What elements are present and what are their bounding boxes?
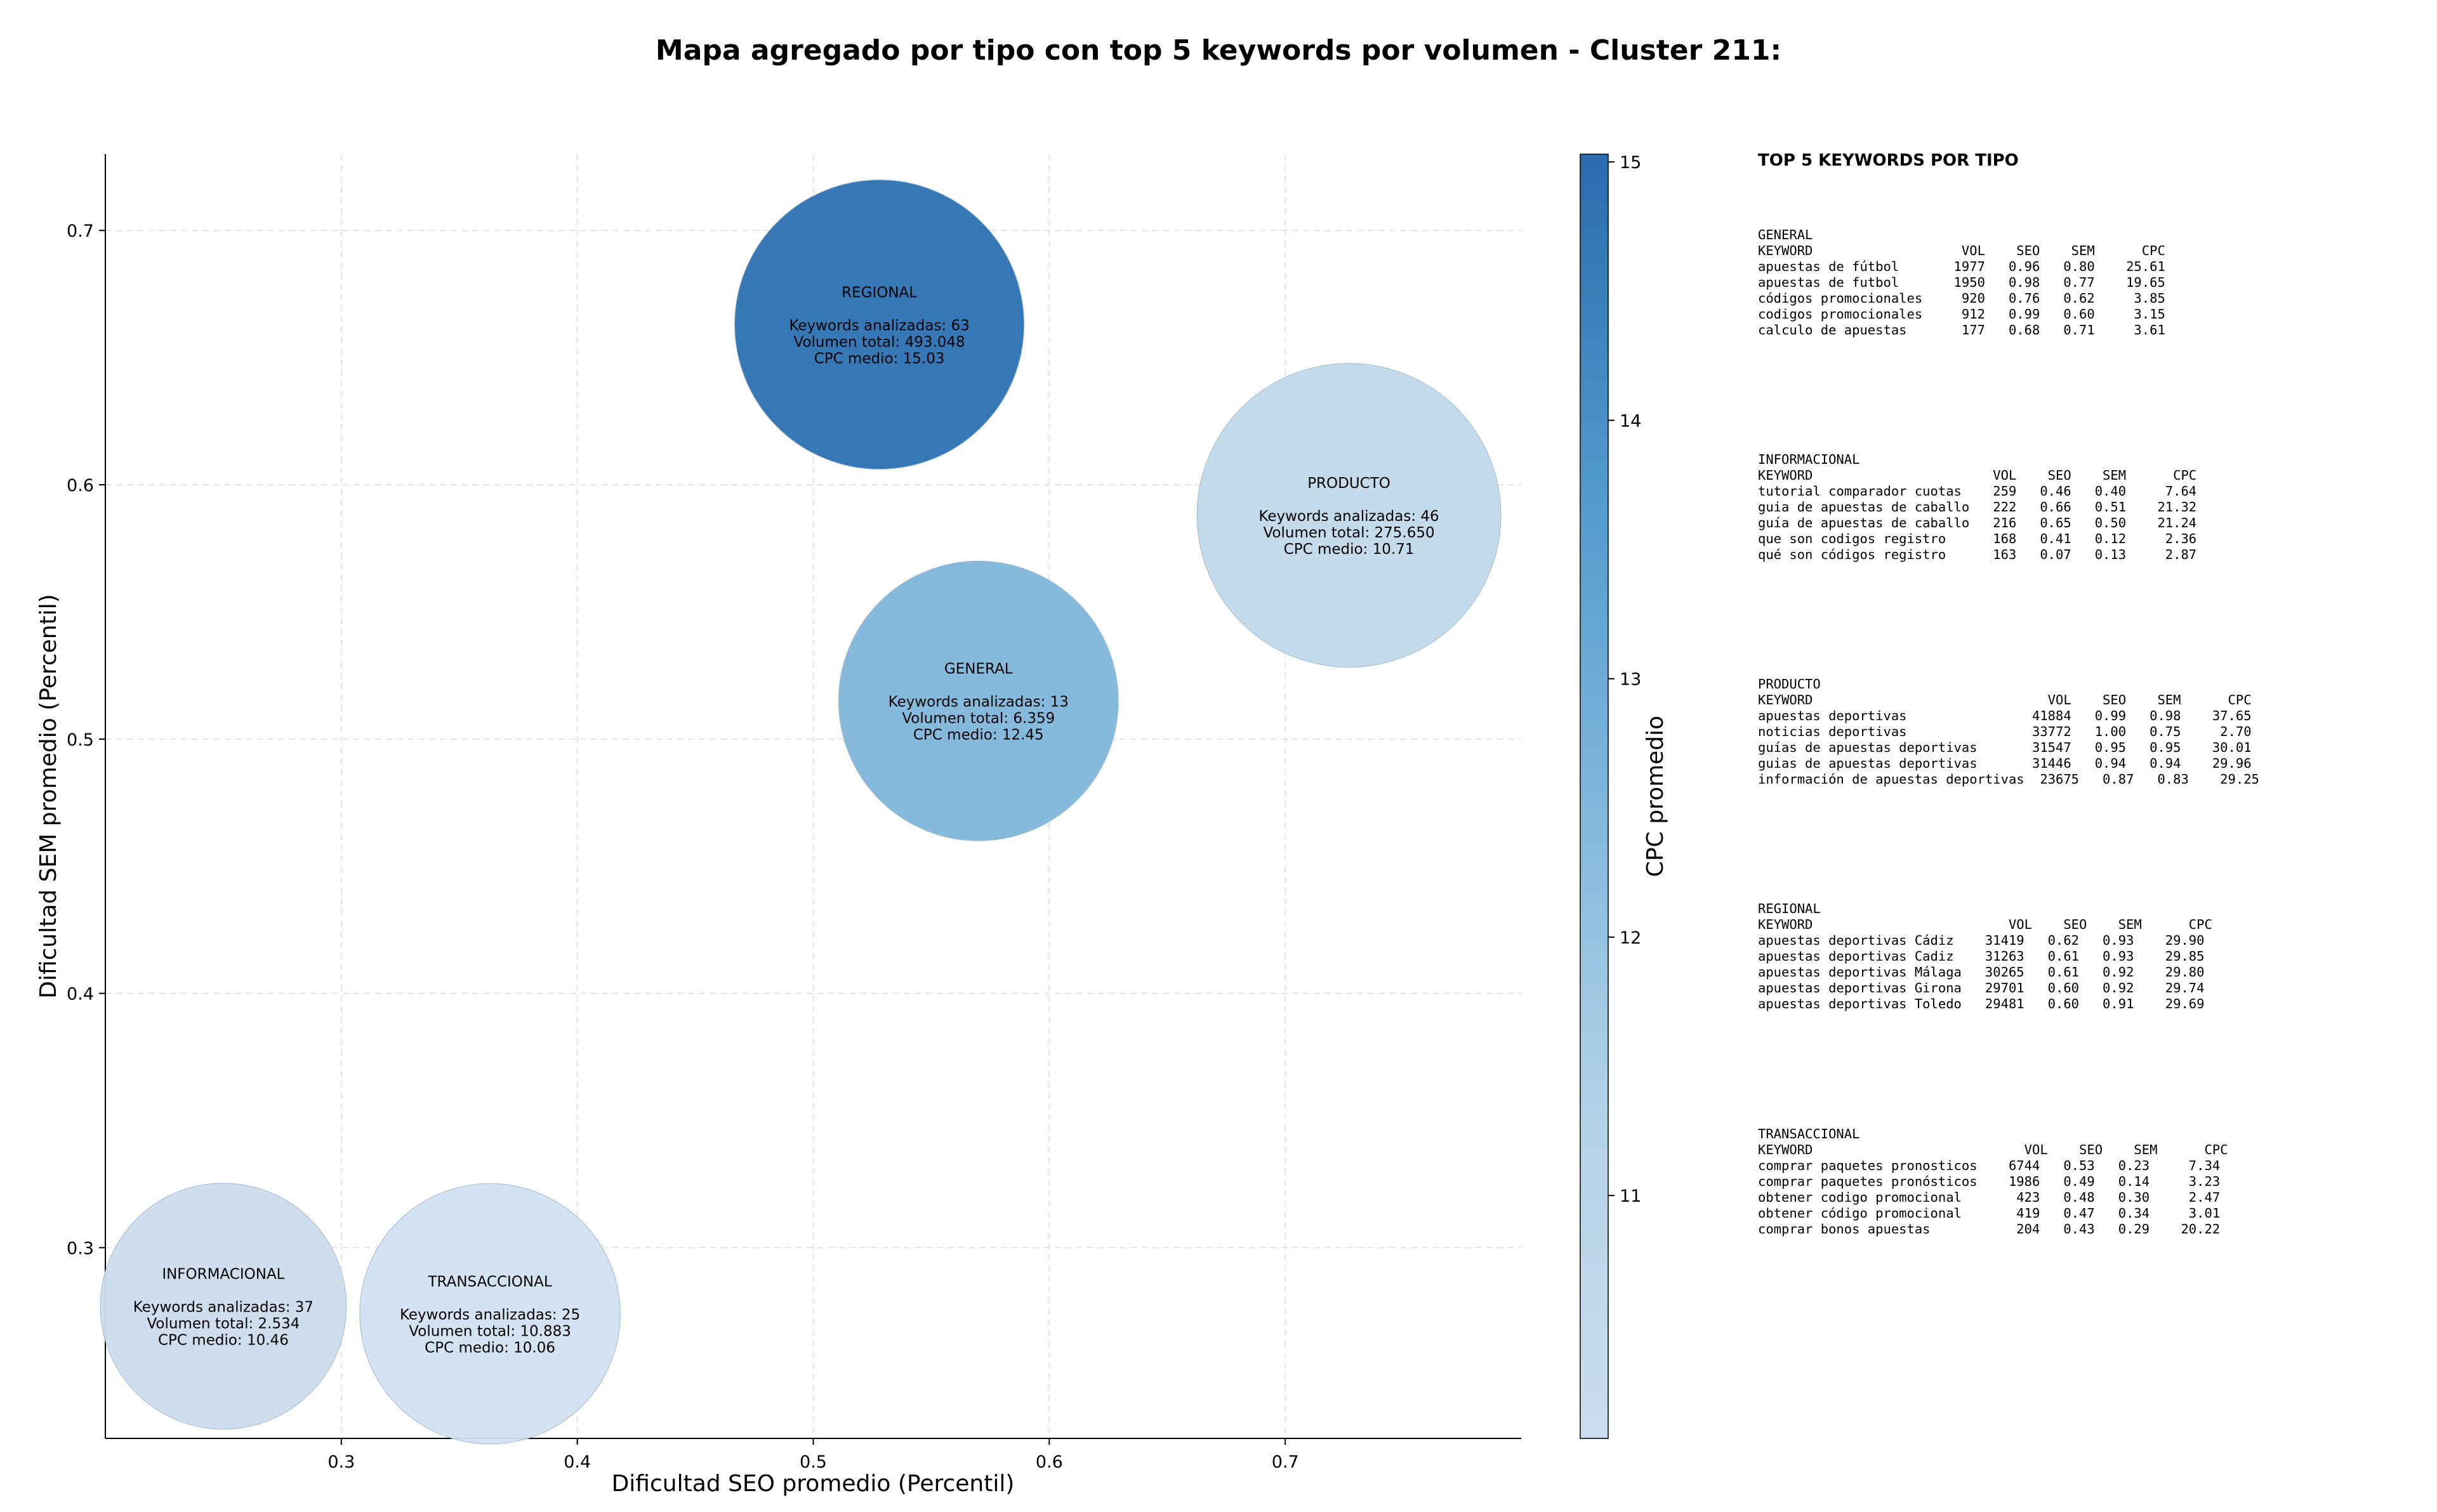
keyword-block-type: TRANSACCIONAL <box>1758 1126 1860 1141</box>
keyword-block-type: PRODUCTO <box>1758 676 1821 692</box>
bubble-volume: Volumen total: 2.534 <box>147 1316 300 1332</box>
keyword-row: noticias deportivas 33772 1.00 0.75 2.70 <box>1758 724 2252 739</box>
bubble-volume: Volumen total: 493.048 <box>794 334 965 351</box>
keyword-row: qué son códigos registro 163 0.07 0.13 2… <box>1758 547 2197 562</box>
bubble-mark <box>734 180 1025 470</box>
keyword-row: apuestas de futbol 1950 0.98 0.77 19.65 <box>1758 275 2165 290</box>
y-tick-label: 0.5 <box>67 730 94 750</box>
keyword-row: obtener codigo promocional 423 0.48 0.30… <box>1758 1190 2221 1205</box>
bubble-cpc: CPC medio: 10.71 <box>1284 541 1415 558</box>
x-tick-label: 0.4 <box>564 1452 591 1472</box>
keyword-row: apuestas deportivas Málaga 30265 0.61 0.… <box>1758 964 2205 980</box>
colorbar-tick-label: 14 <box>1620 411 1641 431</box>
bubble-label: PRODUCTO <box>1307 475 1390 492</box>
colorbar-tick-label: 12 <box>1620 928 1641 948</box>
keyword-row: tutorial comparador cuotas 259 0.46 0.40… <box>1758 483 2197 499</box>
chart-title: Mapa agregado por tipo con top 5 keyword… <box>655 34 1782 67</box>
keyword-table-header: KEYWORD VOL SEO SEM CPC <box>1758 1142 2228 1157</box>
bubble-cpc: CPC medio: 15.03 <box>814 351 945 367</box>
y-tick-label: 0.7 <box>67 221 94 241</box>
top-keywords-panel: TOP 5 KEYWORDS POR TIPO GENERAL KEYWORD V… <box>1758 151 2405 1237</box>
bubble-mark <box>838 560 1119 841</box>
bubble-label: INFORMACIONAL <box>162 1266 284 1283</box>
keyword-row: codigos promocionales 912 0.99 0.60 3.15 <box>1758 306 2165 322</box>
bubble-keywords: Keywords analizadas: 46 <box>1258 508 1439 525</box>
x-tick-label: 0.6 <box>1036 1452 1063 1472</box>
colorbar-label: CPC promedio <box>1642 716 1668 877</box>
y-tick-label: 0.3 <box>67 1239 94 1258</box>
bubble-label: GENERAL <box>944 661 1013 678</box>
keyword-row: guia de apuestas de caballo 222 0.66 0.5… <box>1758 499 2197 515</box>
keyword-row: que son codigos registro 168 0.41 0.12 2… <box>1758 531 2197 546</box>
keyword-row: información de apuestas deportivas 23675… <box>1758 772 2259 787</box>
y-ticks: 0.3 0.4 0.5 0.6 0.7 <box>67 221 105 1258</box>
x-tick-label: 0.7 <box>1272 1452 1299 1472</box>
keyword-block-general: GENERAL KEYWORD VOL SEO SEM CPC apuestas d… <box>1758 227 2165 338</box>
keyword-block-type: REGIONAL <box>1758 901 1821 916</box>
x-ticks: 0.3 0.4 0.5 0.6 0.7 <box>327 1438 1299 1472</box>
keyword-row: apuestas deportivas 41884 0.99 0.98 37.6… <box>1758 708 2252 723</box>
bubble-keywords: Keywords analizadas: 13 <box>888 694 1069 711</box>
bubble-volume: Volumen total: 6.359 <box>902 711 1055 727</box>
y-axis-label: Dificultad SEM promedio (Percentil) <box>36 594 62 999</box>
bubble-informacional: INFORMACIONAL Keywords analizadas: 37Volu… <box>100 1183 347 1430</box>
keyword-table-header: KEYWORD VOL SEO SEM CPC <box>1758 468 2197 483</box>
y-tick-label: 0.4 <box>67 985 94 1004</box>
x-tick-label: 0.3 <box>327 1452 355 1472</box>
keyword-row: guias de apuestas deportivas 31446 0.94 … <box>1758 756 2252 771</box>
keyword-block-regional: REGIONAL KEYWORD VOL SEO SEM CPC apuestas … <box>1758 901 2212 1012</box>
keyword-table-header: KEYWORD VOL SEO SEM CPC <box>1758 692 2252 707</box>
keyword-block-transaccional: TRANSACCIONAL KEYWORD VOL SEO SEM CPC comp… <box>1758 1126 2228 1237</box>
keyword-row: apuestas deportivas Cádiz 31419 0.62 0.9… <box>1758 933 2205 948</box>
bubble-volume: Volumen total: 275.650 <box>1263 525 1434 541</box>
bubble-keywords: Keywords analizadas: 37 <box>133 1299 314 1316</box>
bubble-mark <box>359 1183 621 1445</box>
bubble-cpc: CPC medio: 12.45 <box>913 727 1044 744</box>
x-axis-label: Dificultad SEO promedio (Percentil) <box>612 1471 1015 1497</box>
keyword-row: apuestas de fútbol 1977 0.96 0.80 25.61 <box>1758 259 2165 274</box>
bubble-mark <box>1196 363 1502 668</box>
keyword-row: guías de apuestas deportivas 31547 0.95 … <box>1758 740 2252 755</box>
keyword-block-producto: PRODUCTO KEYWORD VOL SEO SEM CPC apuestas … <box>1758 676 2259 787</box>
bubble-cpc: CPC medio: 10.46 <box>158 1332 289 1349</box>
keyword-row: obtener código promocional 419 0.47 0.34… <box>1758 1206 2221 1221</box>
bubble-label: REGIONAL <box>842 285 917 301</box>
bubble-mark <box>100 1183 347 1430</box>
keyword-row: apuestas deportivas Toledo 29481 0.60 0.… <box>1758 996 2205 1011</box>
keyword-row: apuestas deportivas Girona 29701 0.60 0.… <box>1758 980 2205 996</box>
keyword-block-type: GENERAL <box>1758 227 1813 242</box>
keyword-row: comprar paquetes pronósticos 1986 0.49 0… <box>1758 1174 2221 1189</box>
y-tick-label: 0.6 <box>67 476 94 496</box>
colorbar: 11 12 13 14 15 CPC promedio <box>1580 153 1668 1439</box>
colorbar-ticks: 11 12 13 14 15 <box>1608 153 1641 1206</box>
keyword-block-informacional: INFORMACIONAL KEYWORD VOL SEO SEM CPC tuto… <box>1758 452 2196 563</box>
keyword-table-header: KEYWORD VOL SEO SEM CPC <box>1758 917 2212 932</box>
bubble-volume: Volumen total: 10.883 <box>409 1324 571 1340</box>
bubble-label: TRANSACCIONAL <box>428 1274 552 1291</box>
colorbar-tick-label: 11 <box>1620 1187 1641 1206</box>
keyword-row: calculo de apuestas 177 0.68 0.71 3.61 <box>1758 322 2165 338</box>
bubble-transaccional: TRANSACCIONAL Keywords analizadas: 25Volu… <box>359 1183 621 1445</box>
keyword-row: comprar paquetes pronosticos 6744 0.53 0… <box>1758 1158 2221 1173</box>
bubble-keywords: Keywords analizadas: 63 <box>789 318 969 334</box>
colorbar-gradient <box>1580 154 1609 1439</box>
colorbar-tick-label: 15 <box>1620 153 1641 173</box>
keyword-row: comprar bonos apuestas 204 0.43 0.29 20.… <box>1758 1221 2221 1237</box>
bubble-keywords: Keywords analizadas: 25 <box>400 1307 580 1324</box>
keyword-table-header: KEYWORD VOL SEO SEM CPC <box>1758 243 2165 258</box>
x-tick-label: 0.5 <box>800 1452 827 1472</box>
bubble-cpc: CPC medio: 10.06 <box>425 1340 555 1357</box>
panel-title: TOP 5 KEYWORDS POR TIPO <box>1758 151 2019 170</box>
keyword-block-type: INFORMACIONAL <box>1758 452 1860 467</box>
colorbar-tick-label: 13 <box>1620 670 1641 690</box>
keyword-row: guía de apuestas de caballo 216 0.65 0.5… <box>1758 515 2197 530</box>
keyword-row: apuestas deportivas Cadiz 31263 0.61 0.9… <box>1758 949 2205 964</box>
keyword-row: códigos promocionales 920 0.76 0.62 3.85 <box>1758 291 2165 306</box>
